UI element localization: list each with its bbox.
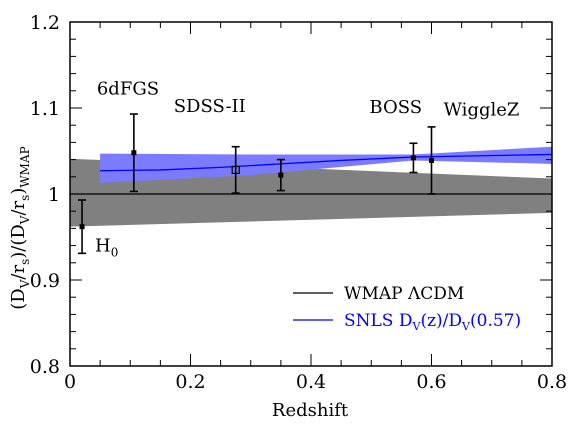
- point-label: WiggleZ: [444, 99, 520, 120]
- y-axis-title: (DV/rs)/(DV/rs)WMAP: [8, 146, 32, 309]
- legend-label-wmap: WMAP ΛCDM: [344, 284, 464, 304]
- y-tick-label: 0.8: [30, 356, 60, 378]
- y-tick-label: 0.9: [30, 270, 60, 292]
- point-label: 6dFGS: [97, 79, 159, 100]
- marker-0: [79, 224, 85, 230]
- legend-label-snls: SNLS DV(z)/DV(0.57): [344, 311, 521, 333]
- series-lines: [70, 153, 553, 195]
- marker-5: [429, 157, 434, 163]
- point-label: SDSS-II: [174, 96, 246, 117]
- x-tick-label: 0.6: [416, 371, 446, 393]
- legend: WMAP ΛCDM SNLS DV(z)/DV(0.57): [293, 284, 521, 333]
- marker-open-2: [231, 165, 240, 175]
- tick-labels: 0 0.2 0.4 0.6 0.8 0.8 0.9 1 1.1 1.2: [30, 12, 567, 393]
- point-labels: H0 6dFGS SDSS-II BOSS WiggleZ: [95, 79, 519, 260]
- marker-1: [131, 150, 137, 156]
- marker-4: [410, 155, 416, 161]
- y-tick-label: 1.1: [30, 98, 60, 120]
- axis-ticks: [69, 21, 553, 367]
- y-tick-label: 1.2: [30, 12, 60, 34]
- series-line-1: [100, 153, 553, 172]
- point-label: BOSS: [369, 97, 422, 118]
- x-tick-label: 0.2: [175, 371, 205, 393]
- point-label: H0: [95, 236, 118, 260]
- confidence-bands: [70, 146, 552, 227]
- data-points: [78, 113, 436, 255]
- marker-3: [278, 172, 284, 178]
- x-tick-label: 0.8: [537, 371, 567, 393]
- y-tick-label: 1: [48, 184, 60, 206]
- x-tick-label: 0.4: [296, 371, 326, 393]
- band-1: [100, 146, 552, 183]
- x-tick-label: 0: [64, 371, 76, 393]
- x-axis-title: Redshift: [272, 400, 349, 421]
